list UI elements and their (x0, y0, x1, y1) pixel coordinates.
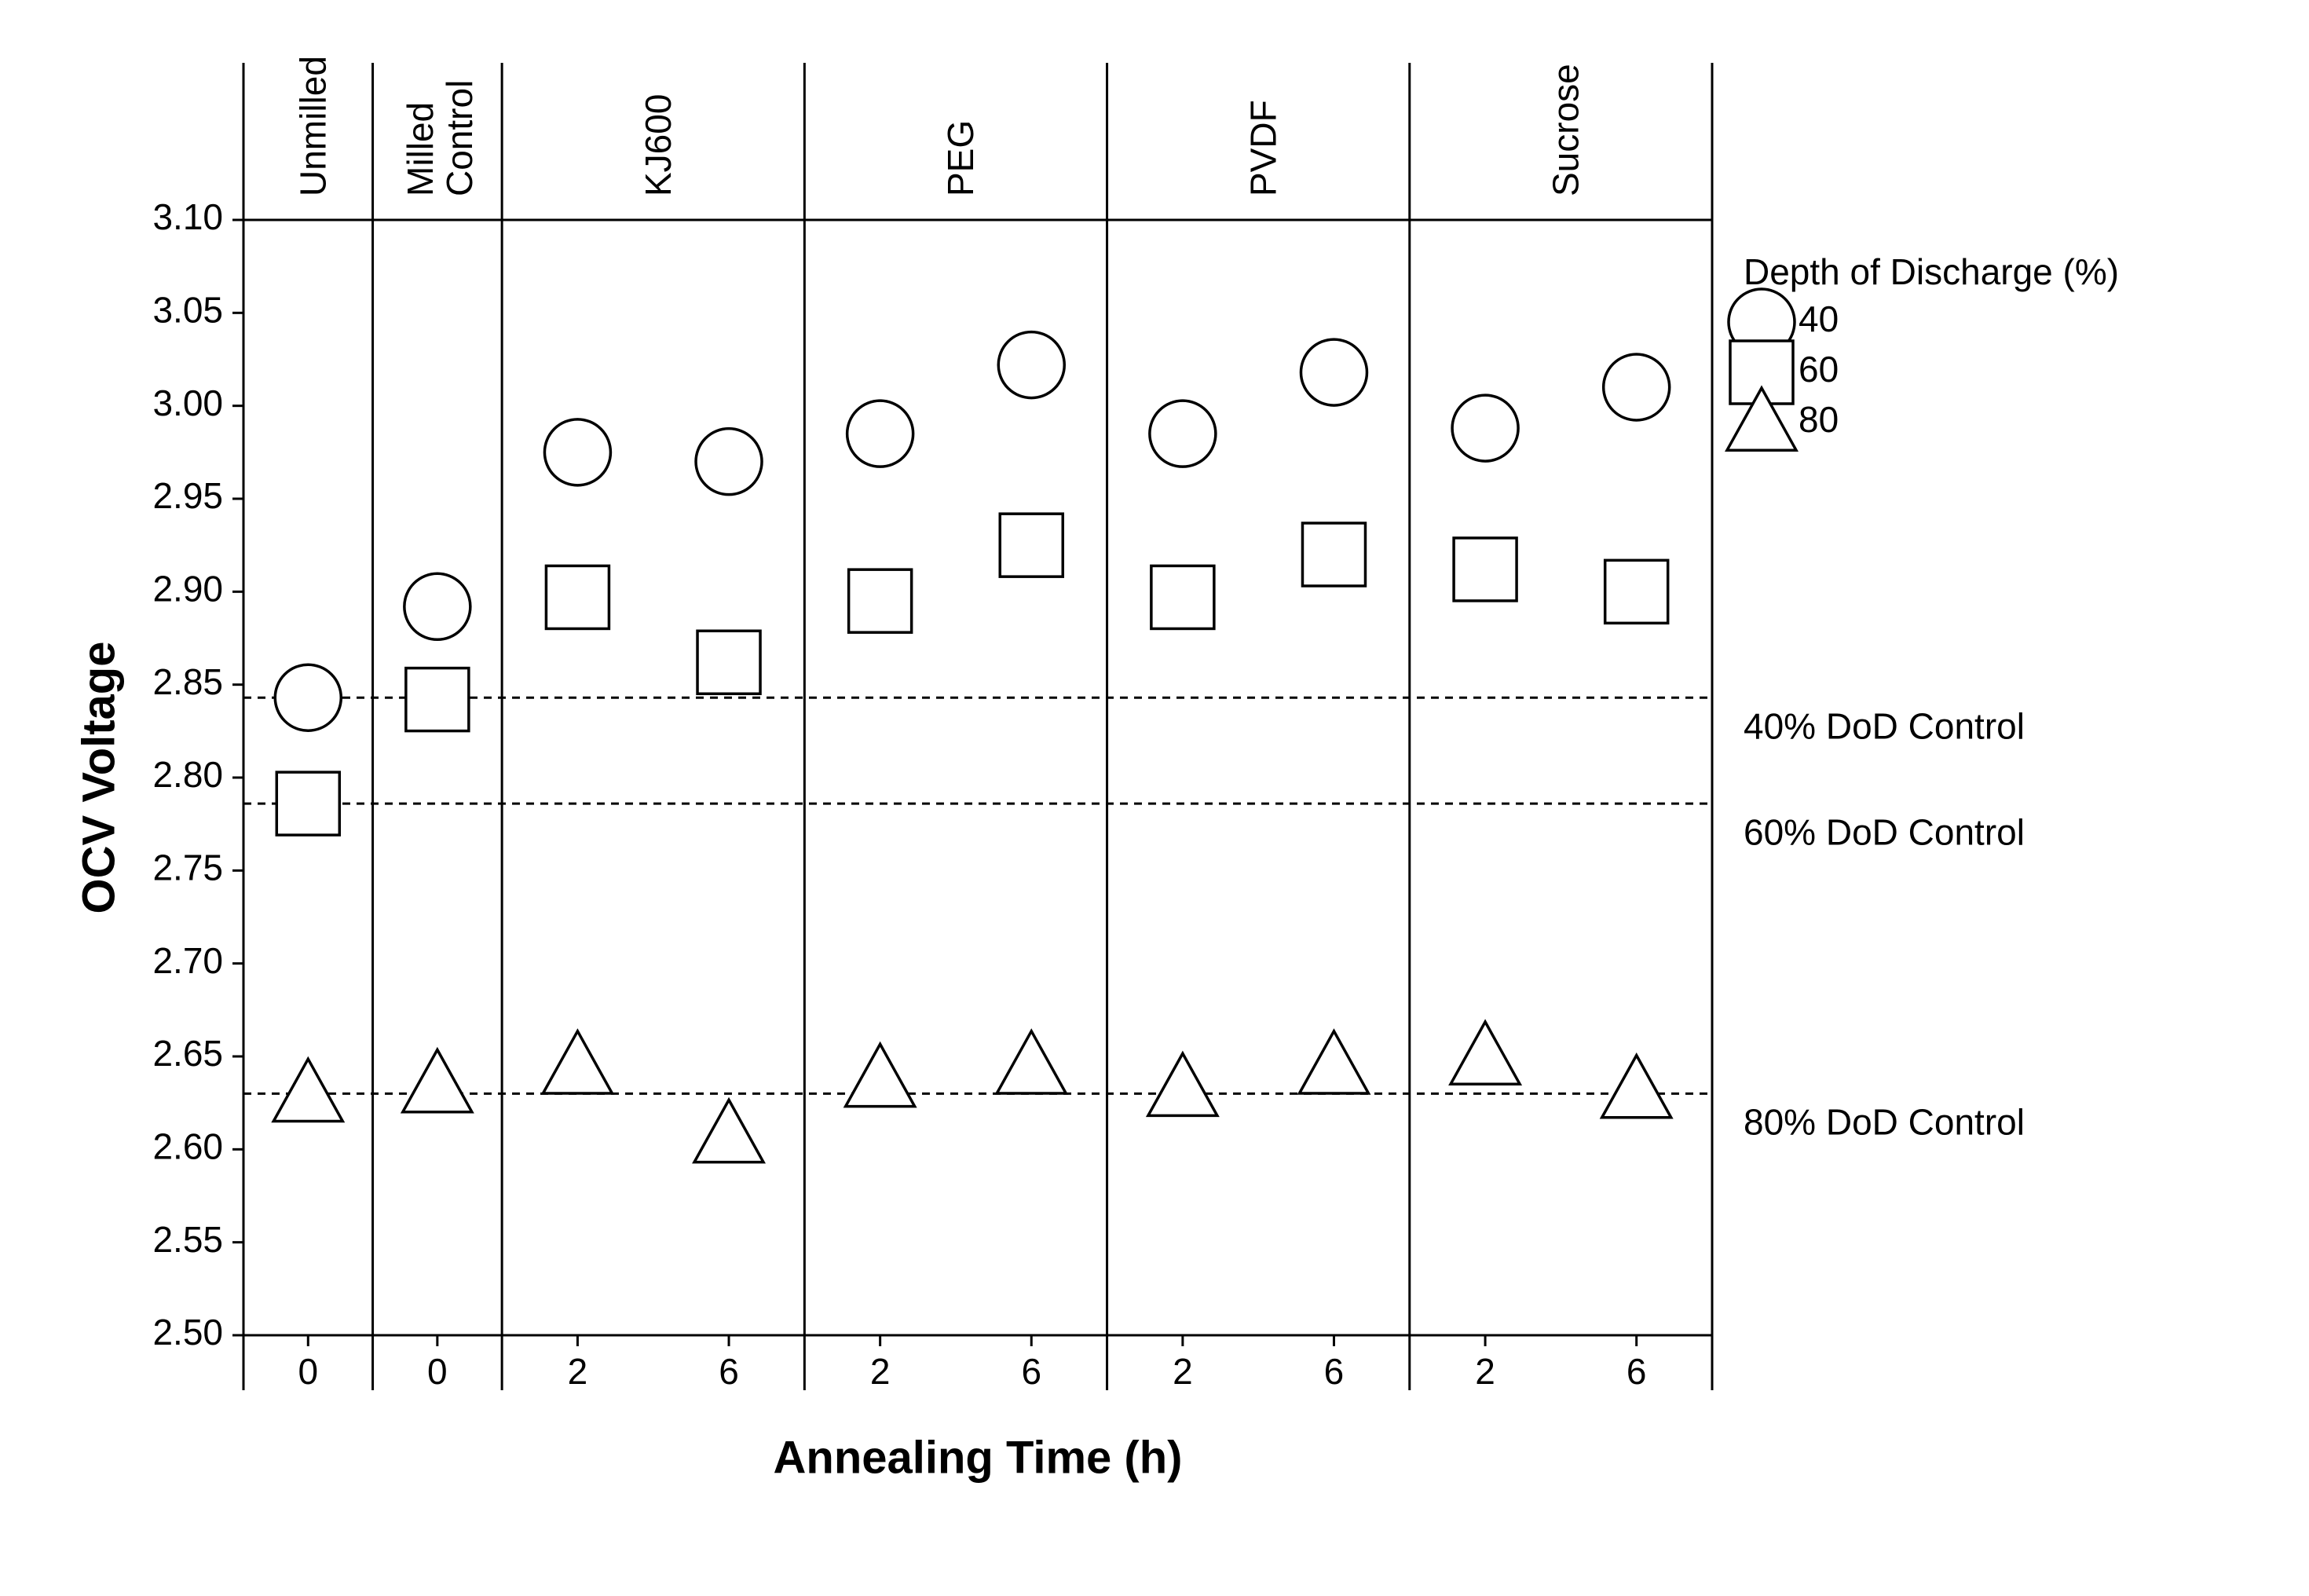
facet-label: Sucrose (1546, 64, 1586, 196)
x-tick-label: 2 (1173, 1351, 1193, 1392)
data-point-circle (696, 429, 762, 495)
facet-label: Control (439, 80, 480, 196)
facet-label: KJ600 (638, 94, 679, 196)
y-tick-label: 3.00 (152, 383, 223, 423)
reference-line-label: 80% DoD Control (1744, 1101, 2025, 1142)
y-axis-label: OCV Voltage (73, 642, 124, 914)
x-tick-label: 6 (1324, 1351, 1345, 1392)
data-point-circle (1452, 395, 1518, 461)
data-point-circle (1301, 339, 1367, 405)
data-point-circle (544, 419, 610, 485)
legend-title: Depth of Discharge (%) (1744, 251, 2119, 292)
data-point-square (849, 569, 912, 632)
chart-container: 40% DoD Control 60% DoD Control 80% DoD Co… (0, 0, 2309, 1596)
data-point-triangle (543, 1031, 612, 1093)
y-tick-label: 2.95 (152, 475, 223, 516)
facet-label: PEG (940, 120, 981, 196)
facet-label: PVDF (1242, 100, 1283, 196)
data-point-triangle (694, 1100, 763, 1162)
data-point-triangle (273, 1059, 342, 1121)
data-point-triangle (1602, 1056, 1671, 1118)
legend-item-label: 80 (1799, 399, 1839, 440)
y-tick-label: 3.05 (152, 289, 223, 330)
data-point-square (697, 631, 760, 694)
y-tick-label: 2.50 (152, 1312, 223, 1353)
data-point-triangle (1451, 1022, 1520, 1084)
data-point-circle (1604, 354, 1670, 420)
y-tick-label: 2.65 (152, 1033, 223, 1074)
facet-label: Unmilled (292, 56, 333, 196)
data-point-square (546, 566, 609, 628)
data-point-square (1454, 538, 1517, 601)
y-tick-label: 3.10 (152, 196, 223, 237)
x-tick-label: 2 (568, 1351, 588, 1392)
x-tick-label: 6 (1021, 1351, 1041, 1392)
reference-line-label: 60% DoD Control (1744, 811, 2025, 852)
data-point-triangle (1299, 1031, 1368, 1093)
data-point-square (1151, 566, 1214, 628)
data-point-circle (998, 332, 1064, 398)
x-tick-label: 6 (719, 1351, 739, 1392)
y-tick-label: 2.85 (152, 661, 223, 702)
data-point-square (1605, 560, 1668, 623)
ocv-voltage-chart: 40% DoD Control 60% DoD Control 80% DoD Co… (0, 0, 2309, 1596)
x-tick-label: 0 (298, 1351, 318, 1392)
data-point-circle (1150, 401, 1216, 467)
data-point-triangle (997, 1031, 1066, 1093)
x-tick-label: 6 (1627, 1351, 1647, 1392)
data-point-square (1302, 523, 1365, 586)
y-tick-label: 2.90 (152, 568, 223, 609)
data-point-square (1000, 514, 1063, 577)
y-tick-label: 2.75 (152, 847, 223, 888)
data-point-circle (847, 401, 913, 467)
facet-label: Milled (400, 102, 441, 196)
reference-line-label: 40% DoD Control (1744, 705, 2025, 746)
y-tick-label: 2.80 (152, 754, 223, 795)
data-point-square (276, 772, 339, 835)
data-point-triangle (846, 1044, 915, 1106)
y-tick-label: 2.55 (152, 1219, 223, 1260)
data-point-square (406, 668, 469, 731)
y-tick-label: 2.70 (152, 940, 223, 981)
data-point-circle (275, 664, 341, 730)
x-tick-label: 2 (1475, 1351, 1495, 1392)
x-tick-label: 2 (870, 1351, 891, 1392)
legend-item-label: 60 (1799, 349, 1839, 390)
x-axis-label: Annealing Time (h) (774, 1432, 1183, 1483)
data-point-triangle (403, 1050, 472, 1112)
legend-item-label: 40 (1799, 298, 1839, 339)
x-tick-label: 0 (427, 1351, 448, 1392)
data-point-triangle (1148, 1053, 1217, 1115)
y-tick-label: 2.60 (152, 1126, 223, 1166)
data-point-circle (404, 573, 470, 639)
